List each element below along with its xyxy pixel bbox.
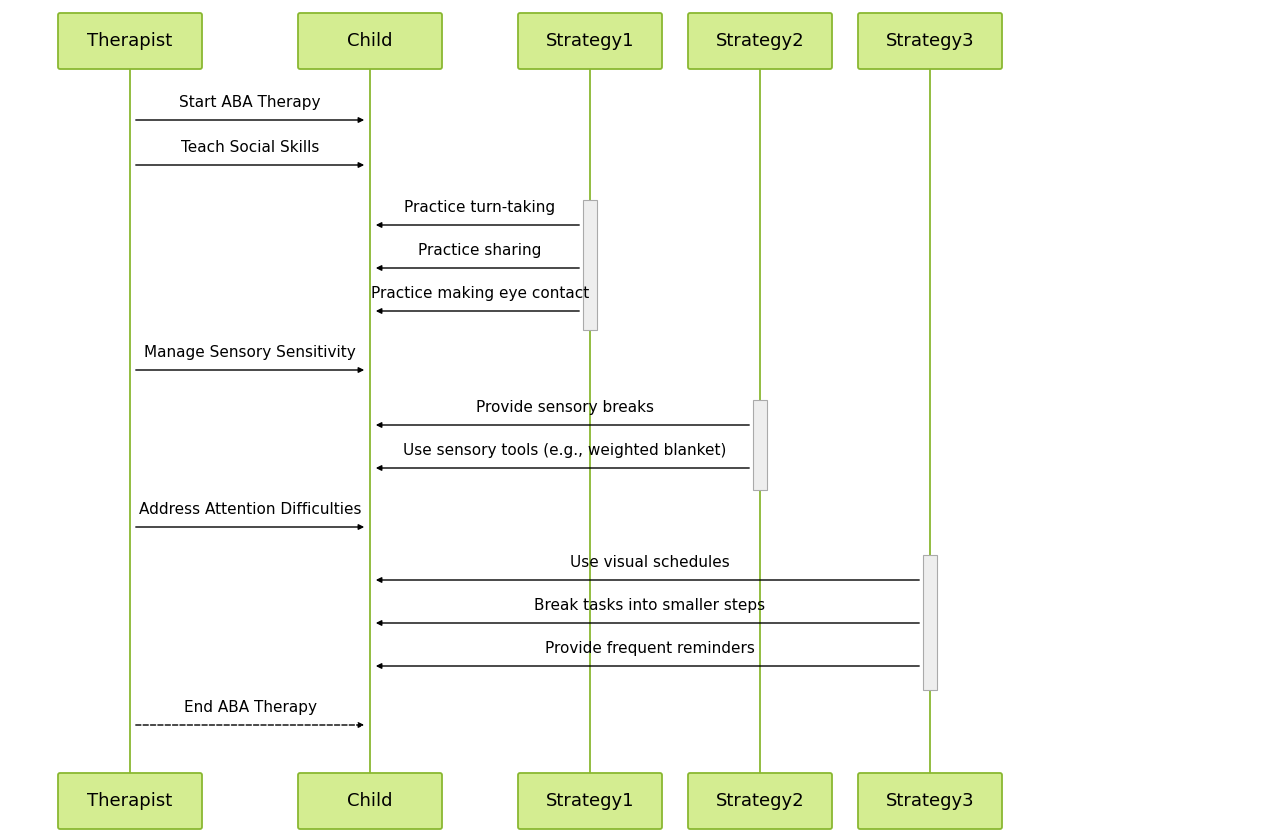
Text: Therapist: Therapist [87,792,173,810]
Text: Therapist: Therapist [87,32,173,50]
FancyBboxPatch shape [298,773,442,829]
FancyBboxPatch shape [923,555,937,690]
Text: End ABA Therapy: End ABA Therapy [183,700,316,715]
Text: Strategy3: Strategy3 [886,32,974,50]
Text: Provide frequent reminders: Provide frequent reminders [545,641,755,656]
FancyBboxPatch shape [298,13,442,69]
Text: Manage Sensory Sensitivity: Manage Sensory Sensitivity [145,345,356,360]
Text: Use visual schedules: Use visual schedules [570,555,730,570]
Text: Provide sensory breaks: Provide sensory breaks [476,400,654,415]
Text: Use sensory tools (e.g., weighted blanket): Use sensory tools (e.g., weighted blanke… [403,443,727,458]
FancyBboxPatch shape [753,400,767,490]
FancyBboxPatch shape [689,773,832,829]
FancyBboxPatch shape [518,773,662,829]
Text: Address Attention Difficulties: Address Attention Difficulties [138,502,361,517]
FancyBboxPatch shape [58,13,202,69]
FancyBboxPatch shape [582,200,596,330]
FancyBboxPatch shape [689,13,832,69]
Text: Practice making eye contact: Practice making eye contact [371,286,589,301]
FancyBboxPatch shape [858,13,1002,69]
FancyBboxPatch shape [518,13,662,69]
Text: Strategy1: Strategy1 [545,792,635,810]
Text: Teach Social Skills: Teach Social Skills [180,140,319,155]
Text: Break tasks into smaller steps: Break tasks into smaller steps [535,598,765,613]
Text: Strategy2: Strategy2 [716,792,804,810]
Text: Child: Child [347,32,393,50]
FancyBboxPatch shape [858,773,1002,829]
Text: Strategy2: Strategy2 [716,32,804,50]
Text: Practice turn-taking: Practice turn-taking [404,200,556,215]
FancyBboxPatch shape [58,773,202,829]
Text: Strategy3: Strategy3 [886,792,974,810]
Text: Strategy1: Strategy1 [545,32,635,50]
Text: Child: Child [347,792,393,810]
Text: Practice sharing: Practice sharing [419,243,541,258]
Text: Start ABA Therapy: Start ABA Therapy [179,95,321,110]
